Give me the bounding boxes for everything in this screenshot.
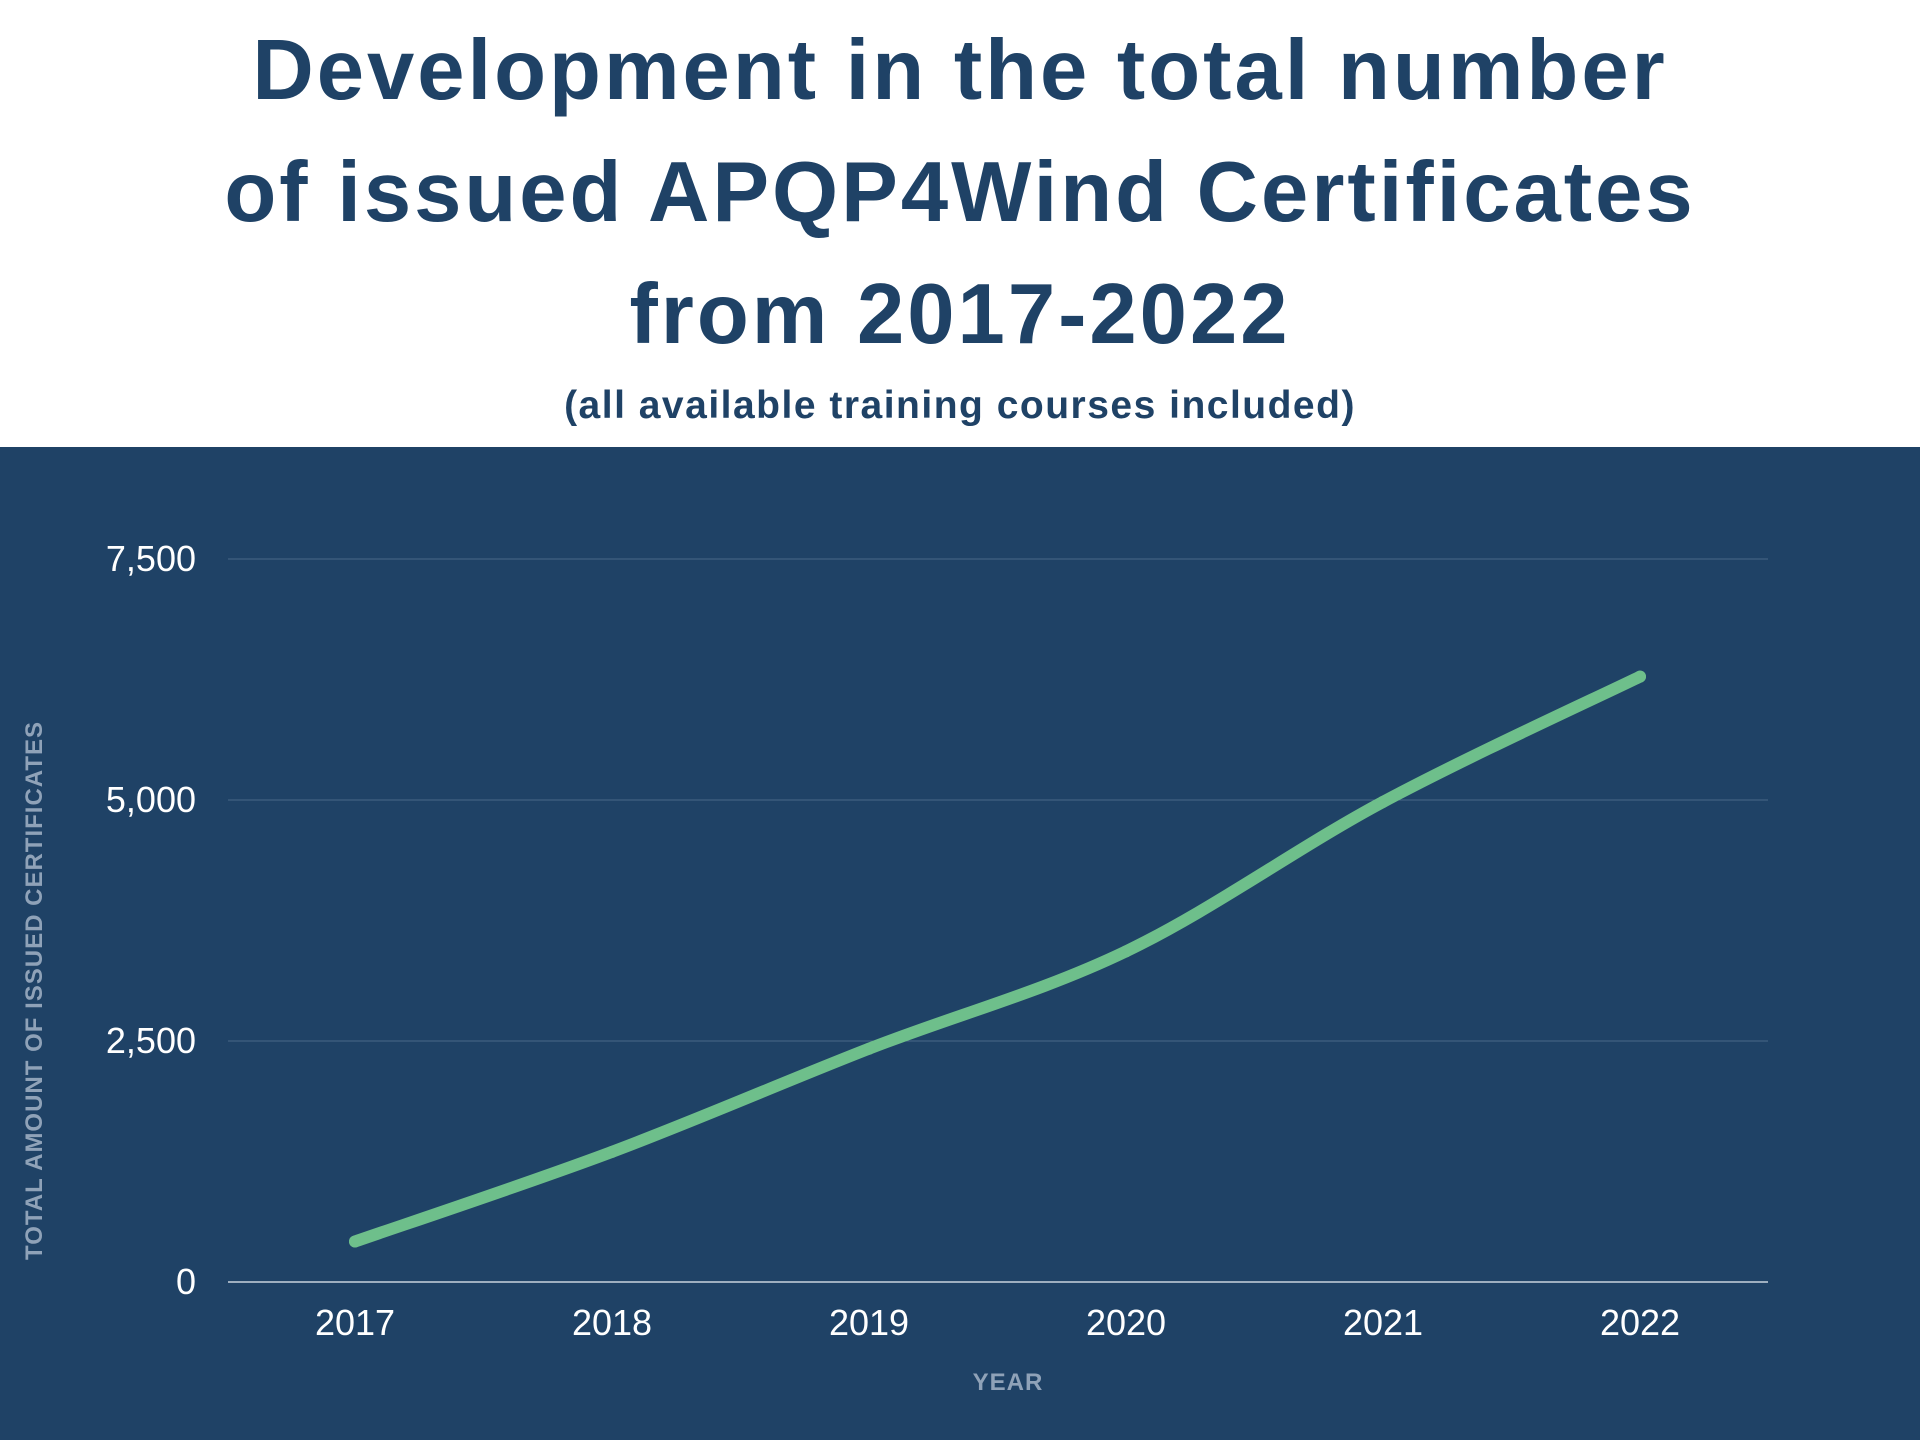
chart-title-line-3: from 2017-2022 [629, 267, 1291, 362]
gridlines [228, 558, 1768, 1283]
y-tick-label: 5,000 [106, 779, 196, 820]
series-line [349, 670, 1646, 1248]
data-point [1377, 795, 1389, 808]
y-tick-label: 2,500 [106, 1020, 196, 1061]
x-axis-ticks: 2017 2018 2019 2020 2021 2022 [315, 1302, 1680, 1343]
chart-header: Development in the total number of issue… [0, 0, 1920, 447]
data-point [606, 1145, 618, 1158]
x-tick-label: 2022 [1600, 1302, 1680, 1343]
y-axis-title: TOTAL AMOUNT OF ISSUED CERTIFICATES [21, 721, 48, 1260]
data-point [349, 1235, 361, 1248]
data-point [1120, 945, 1132, 958]
data-point [863, 1042, 875, 1055]
x-tick-label: 2019 [829, 1302, 909, 1343]
chart-title: Development in the total number of issue… [0, 10, 1920, 376]
x-axis-title: YEAR [973, 1369, 1044, 1396]
chart-subtitle: (all available training courses included… [564, 384, 1356, 427]
chart-title-line-1: Development in the total number [252, 23, 1668, 118]
data-point [1634, 670, 1646, 683]
x-tick-label: 2017 [315, 1302, 395, 1343]
y-axis-ticks: 0 2,500 5,000 7,500 [106, 538, 196, 1302]
chart-title-line-2: of issued APQP4Wind Certificates [224, 145, 1696, 240]
x-tick-label: 2021 [1343, 1302, 1423, 1343]
x-tick-label: 2018 [572, 1302, 652, 1343]
y-tick-label: 0 [176, 1261, 196, 1302]
x-tick-label: 2020 [1086, 1302, 1166, 1343]
plot-panel: 0 2,500 5,000 7,500 2017 2018 2019 2020 2021 202… [0, 447, 1920, 1440]
series-layer [349, 670, 1646, 1248]
y-tick-label: 7,500 [106, 538, 196, 579]
line-chart: 0 2,500 5,000 7,500 2017 2018 2019 2020 2021 202… [21, 538, 1768, 1396]
